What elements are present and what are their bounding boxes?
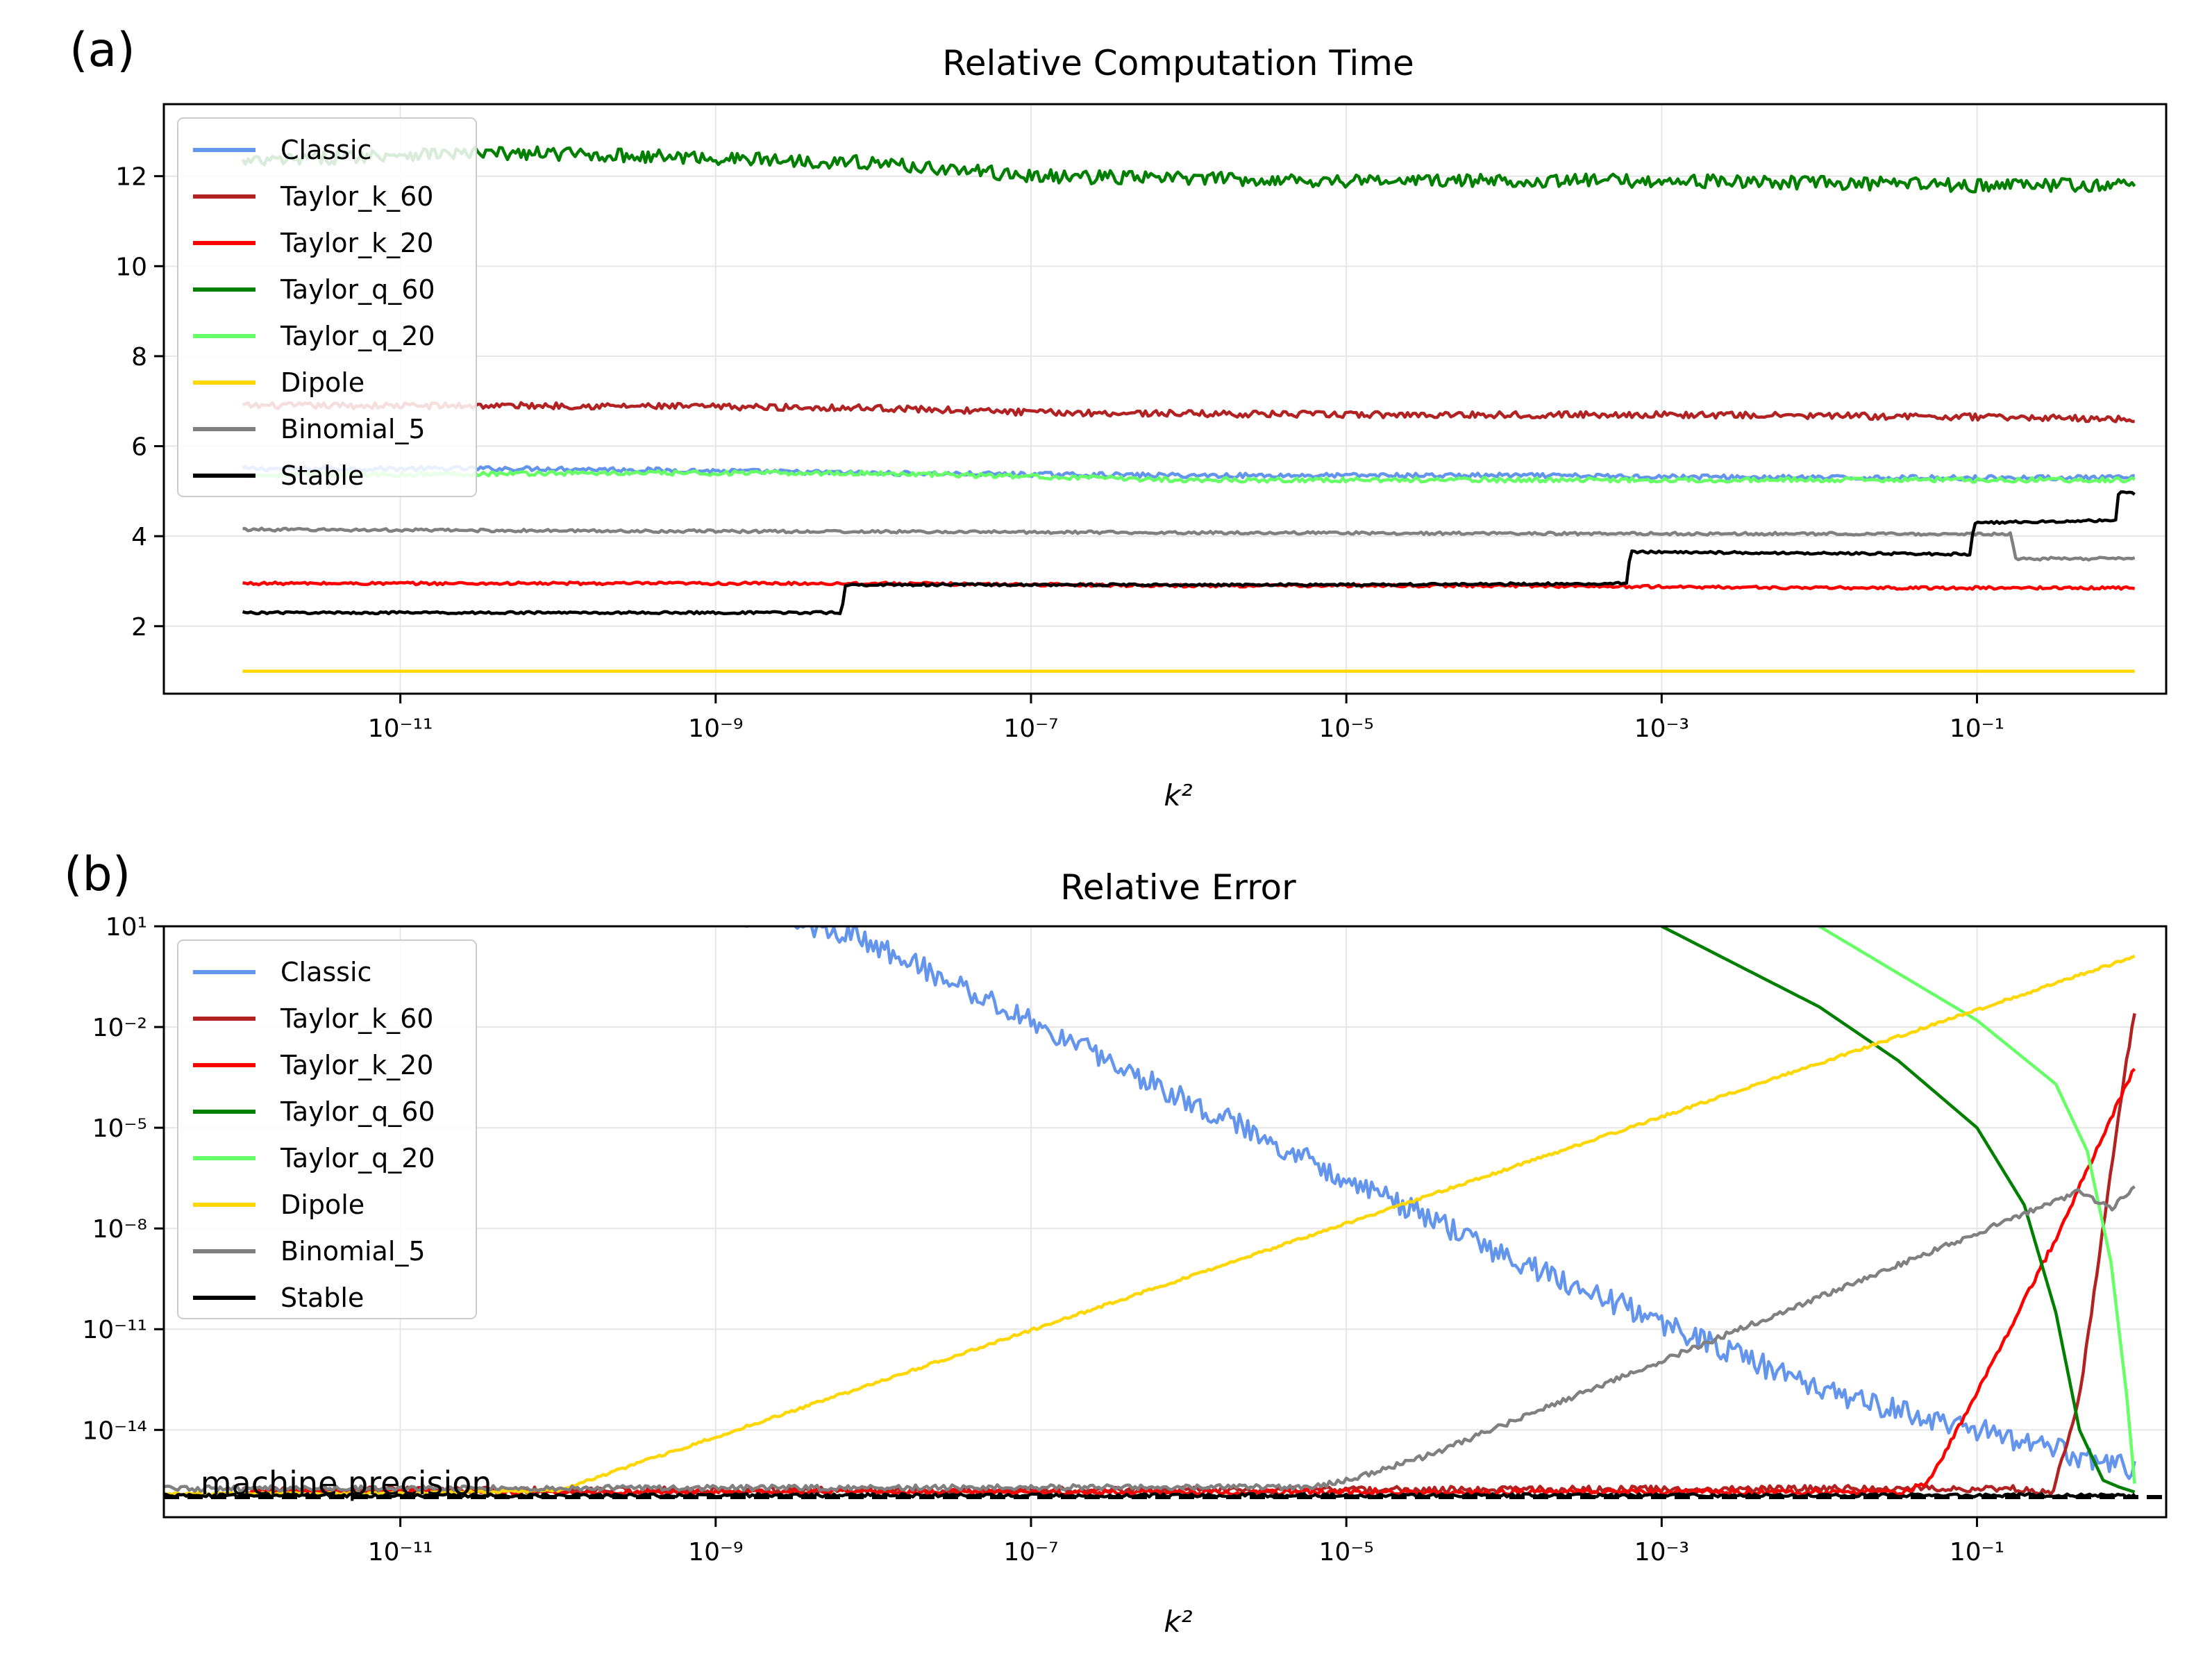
panel-b-relative-error: (b) Relative Error machine precision 10⁻… [64, 847, 2168, 1639]
x-tick-label: 10⁻³ [1634, 1538, 1689, 1567]
legend-box [177, 117, 477, 497]
legend-box [177, 939, 477, 1319]
y-tick-label: 12 [115, 163, 147, 192]
legend-label-dipole: Dipole [280, 1189, 365, 1220]
gridlines-a [164, 104, 2166, 694]
legend-label-taylor-q-20: Taylor_q_20 [280, 1143, 435, 1173]
x-tick-label: 10⁻¹ [1950, 1538, 2004, 1567]
legend-label-classic: Classic [280, 135, 371, 165]
series-group-b [164, 926, 2136, 1499]
plot-frame-a [162, 103, 2168, 695]
x-axis-title-a: k² [1164, 778, 1192, 812]
x-tick-label: 10⁻¹¹ [368, 1538, 433, 1567]
panel-a-computation-time: (a) Relative Computation Time 10⁻¹¹ 10⁻⁹ 1… [69, 23, 2168, 812]
x-tick-label: 10⁻⁷ [1003, 1538, 1058, 1567]
legend-label-taylor-k-60: Taylor_k_60 [280, 1003, 434, 1034]
legend-label-classic: Classic [280, 957, 371, 987]
legend-label-binomial-5: Binomial_5 [280, 414, 426, 444]
legend-label-binomial-5: Binomial_5 [280, 1236, 426, 1267]
legend-label-taylor-k-20: Taylor_k_20 [280, 228, 434, 258]
axis-ticks-a: 10⁻¹¹ 10⁻⁹ 10⁻⁷ 10⁻⁵ 10⁻³ 10⁻¹ 2 4 6 8 10 12 [115, 163, 2004, 743]
y-tick-label: 10⁻² [92, 1014, 147, 1042]
y-tick-label: 10¹ [106, 913, 147, 942]
legend-a: Classic Taylor_k_60 Taylor_k_20 Taylor_q_60… [177, 117, 477, 497]
axis-ticks-b: 10⁻¹¹ 10⁻⁹ 10⁻⁷ 10⁻⁵ 10⁻³ 10⁻¹ 10¹ 10⁻² 10⁻⁵ 10⁻⁸… [82, 913, 2004, 1567]
series-line-dipole [164, 954, 2136, 1497]
legend-b: Classic Taylor_k_60 Taylor_k_20 Taylor_q_60… [177, 939, 477, 1319]
panel-label-a: (a) [69, 23, 135, 78]
y-tick-label: 6 [131, 433, 147, 462]
series-group-a [241, 145, 2136, 673]
series-line-taylor-q-60 [1661, 926, 2136, 1494]
legend-label-stable: Stable [280, 1283, 364, 1313]
y-tick-label: 10⁻¹¹ [82, 1316, 147, 1344]
chart-title-a: Relative Computation Time [942, 43, 1414, 83]
series-line-stable [242, 490, 2136, 616]
series-line-taylor-q-60 [241, 145, 2136, 194]
y-tick-label: 10⁻¹⁴ [82, 1417, 147, 1445]
legend-label-taylor-q-20: Taylor_q_20 [280, 321, 435, 351]
x-tick-label: 10⁻¹¹ [368, 715, 433, 743]
y-tick-label: 10 [115, 253, 147, 281]
series-line-classic [242, 465, 2135, 482]
legend-label-taylor-q-60: Taylor_q_60 [280, 1096, 435, 1127]
legend-label-dipole: Dipole [280, 367, 365, 398]
x-tick-label: 10⁻⁵ [1319, 1538, 1374, 1567]
machine-precision-annotation: machine precision [201, 1464, 492, 1502]
series-line-binomial-5 [164, 1185, 2136, 1493]
x-axis-title-b: k² [1164, 1605, 1192, 1639]
x-tick-label: 10⁻⁹ [688, 715, 743, 743]
series-line-binomial-5 [242, 526, 2136, 562]
plot-frame-b [162, 925, 2168, 1519]
y-tick-label: 10⁻⁵ [92, 1114, 147, 1143]
legend-label-taylor-k-20: Taylor_k_20 [280, 1050, 434, 1080]
chart-title-b: Relative Error [1060, 867, 1296, 908]
y-tick-label: 2 [131, 613, 147, 642]
x-tick-label: 10⁻¹ [1950, 715, 2004, 743]
series-line-taylor-k-60 [242, 401, 2135, 424]
x-tick-label: 10⁻⁹ [688, 1538, 743, 1567]
x-tick-label: 10⁻⁵ [1319, 715, 1374, 743]
legend-label-stable: Stable [280, 460, 364, 491]
y-tick-label: 8 [131, 343, 147, 371]
series-line-taylor-q-20 [241, 469, 2136, 484]
series-line-taylor-q-20 [1818, 926, 2136, 1484]
x-tick-label: 10⁻³ [1634, 715, 1689, 743]
legend-label-taylor-k-60: Taylor_k_60 [280, 181, 434, 212]
series-line-classic [164, 926, 2136, 1480]
panel-label-b: (b) [64, 847, 131, 902]
legend-label-taylor-q-60: Taylor_q_60 [280, 274, 435, 305]
y-tick-label: 10⁻⁸ [92, 1215, 147, 1244]
y-tick-label: 4 [131, 523, 147, 551]
x-tick-label: 10⁻⁷ [1003, 715, 1058, 743]
